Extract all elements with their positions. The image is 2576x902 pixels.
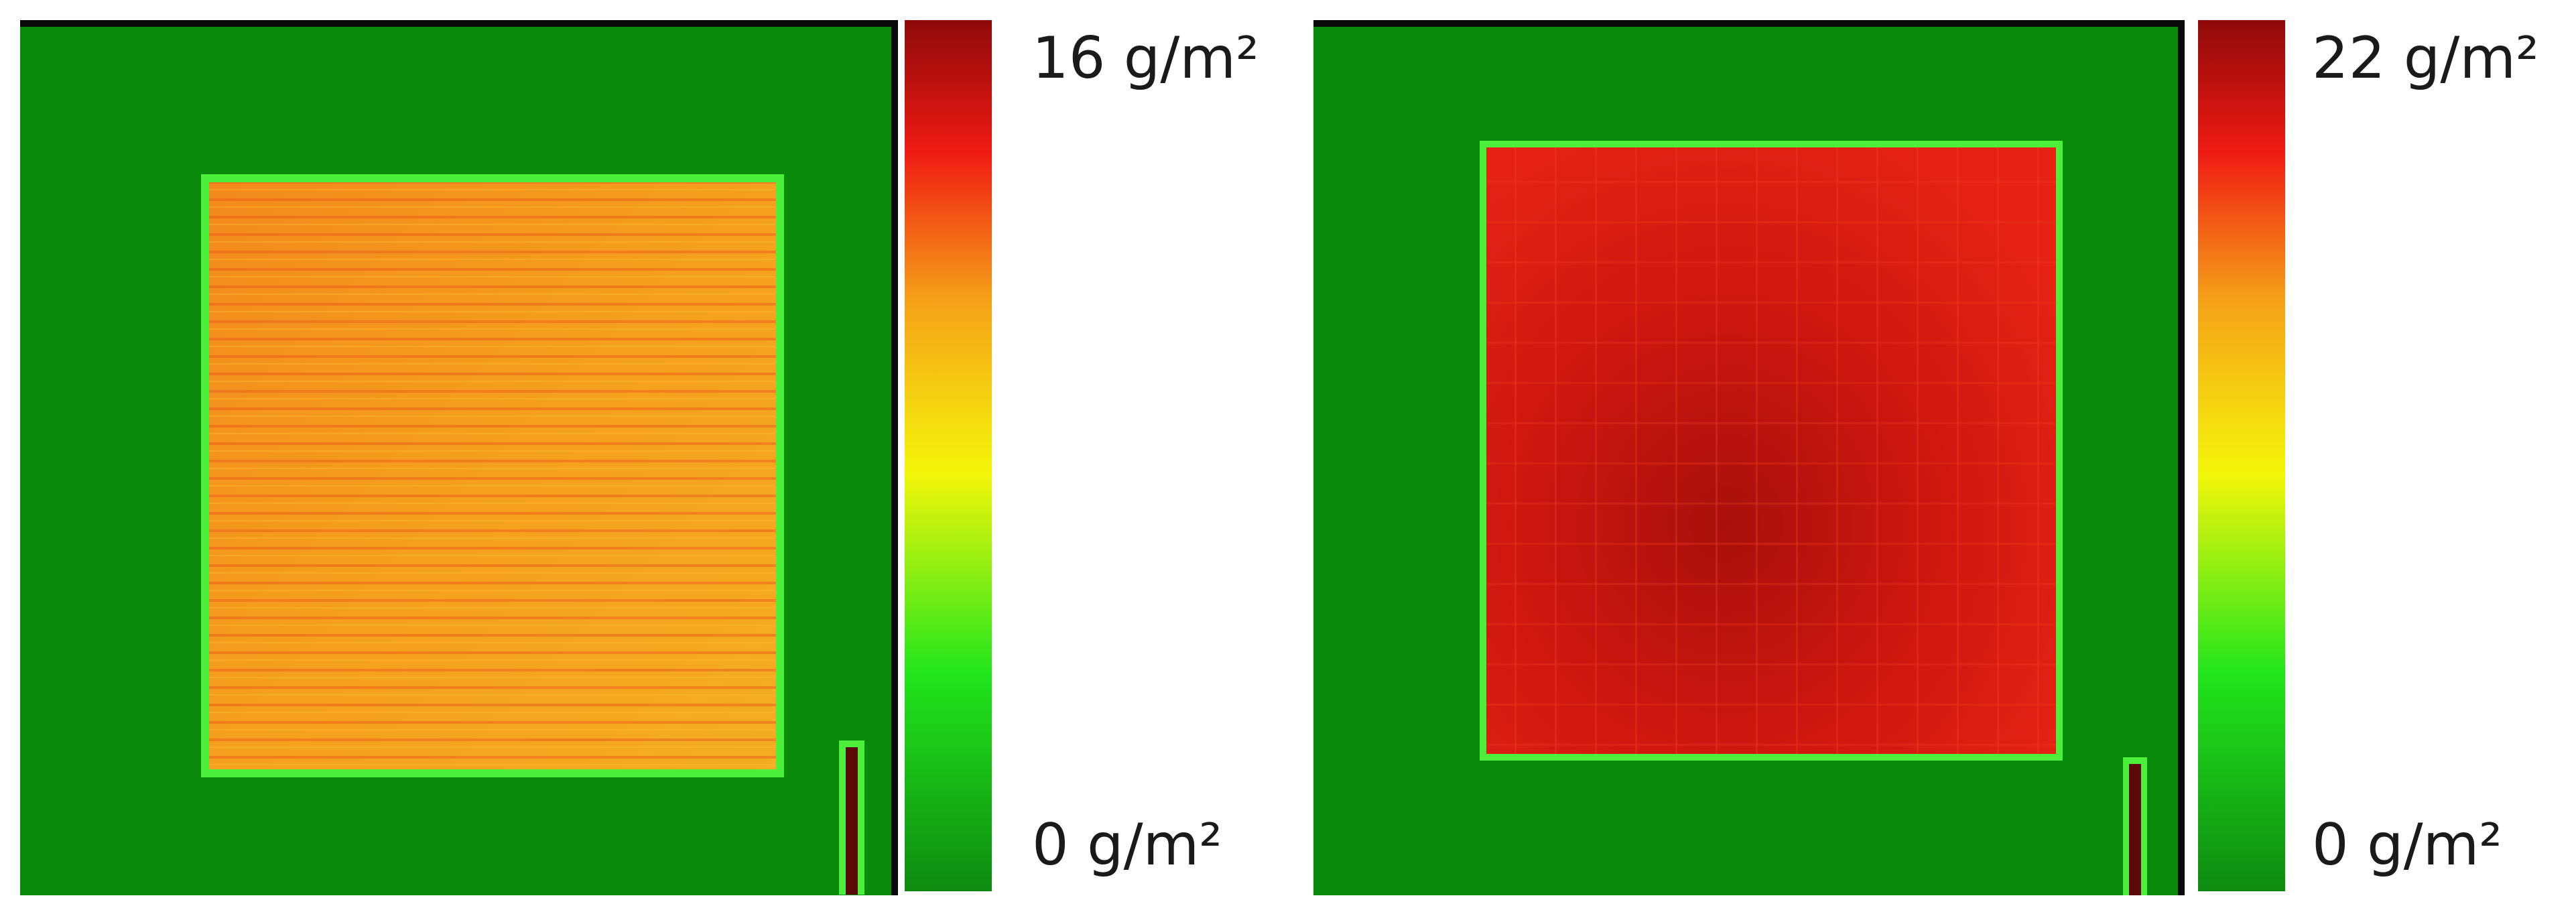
coated-square: [1480, 141, 2063, 761]
heatmap-right: [1313, 20, 2185, 895]
heatmap-left: [20, 20, 898, 895]
colorbar-right: [2198, 20, 2285, 891]
colorbar-left-min-label: 0 g/m²: [1032, 812, 1222, 879]
colorbar-right-min-label: 0 g/m²: [2312, 812, 2502, 879]
colorbar-left: [905, 20, 992, 891]
coated-square: [201, 174, 784, 777]
colorbar-left-max-label: 16 g/m²: [1032, 25, 1259, 92]
colorbar-right-max-label: 22 g/m²: [2312, 25, 2539, 92]
